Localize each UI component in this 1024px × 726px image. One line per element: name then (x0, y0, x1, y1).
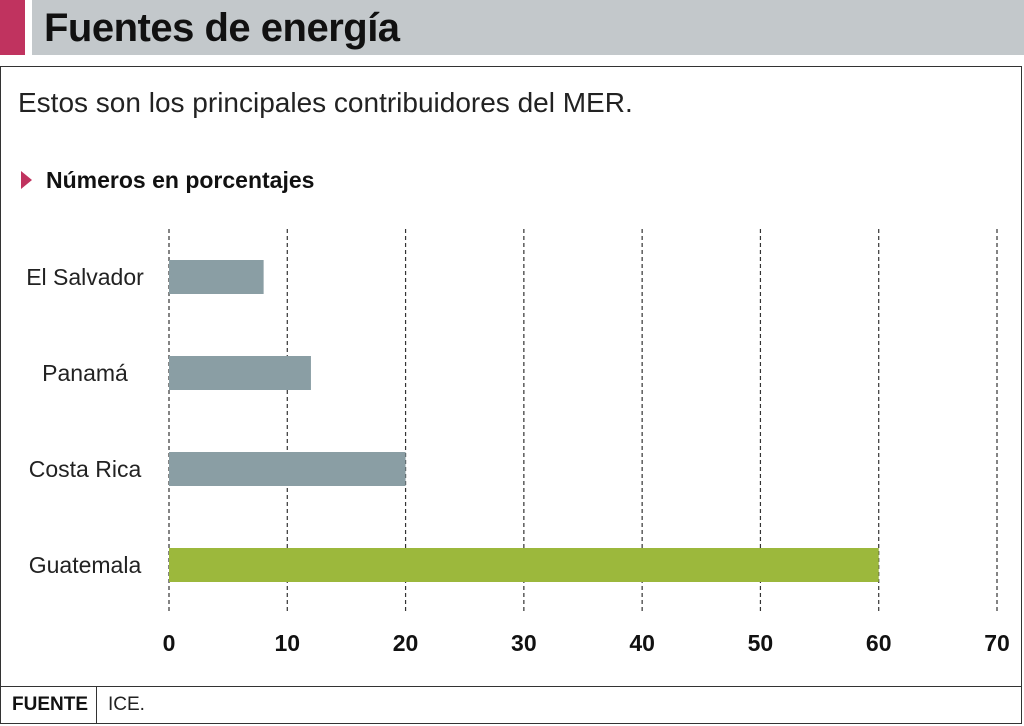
category-labels: El Salvador Panamá Costa Rica Guatemala (26, 264, 144, 578)
header-accent-bar (0, 0, 25, 55)
x-tick-label: 0 (163, 630, 176, 656)
bar (169, 548, 879, 582)
triangle-marker-icon (21, 171, 32, 189)
category-label: Costa Rica (29, 456, 142, 482)
x-tick-label: 50 (748, 630, 774, 656)
category-label: Panamá (42, 360, 128, 386)
x-tick-label: 10 (274, 630, 300, 656)
x-tick-label: 20 (393, 630, 419, 656)
footer-divider-line (0, 686, 1022, 687)
category-label: El Salvador (26, 264, 144, 290)
units-label: Números en porcentajes (46, 167, 315, 193)
bar (169, 452, 406, 486)
chart-subtitle: Estos son los principales contribuidores… (18, 87, 633, 118)
bars (169, 260, 879, 582)
x-tick-label: 60 (866, 630, 892, 656)
grid-lines (168, 229, 998, 612)
x-tick-label: 70 (984, 630, 1010, 656)
x-tick-labels: 0 10 20 30 40 50 60 70 (163, 630, 1010, 656)
header-bar (32, 0, 1024, 55)
x-tick-label: 30 (511, 630, 537, 656)
category-label: Guatemala (29, 552, 142, 578)
source-label: FUENTE (12, 694, 88, 715)
chart-frame (0, 66, 1022, 724)
source-value: ICE. (108, 694, 145, 715)
x-tick-label: 40 (629, 630, 655, 656)
bar (169, 356, 311, 390)
footer-vertical-divider (96, 687, 97, 724)
bar (169, 260, 264, 294)
page-title: Fuentes de energía (44, 6, 400, 50)
